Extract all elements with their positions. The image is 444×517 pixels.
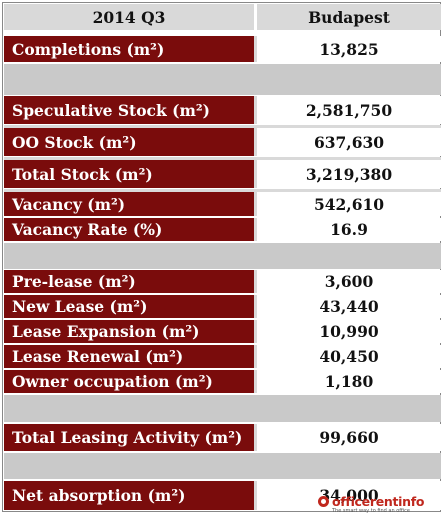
row-value: 16.9 bbox=[254, 218, 441, 241]
table-row: Owner occupation (m²) 1,180 bbox=[4, 370, 441, 393]
row-label: Owner occupation (m²) bbox=[4, 370, 254, 393]
row-value: 542,610 bbox=[254, 192, 441, 216]
spacer-row bbox=[4, 243, 441, 269]
table-row: Total Leasing Activity (m²) 99,660 bbox=[4, 424, 441, 451]
table-row: Speculative Stock (m²) 2,581,750 bbox=[4, 96, 441, 124]
row-label: Completions (m²) bbox=[4, 36, 254, 62]
row-label: Lease Expansion (m²) bbox=[4, 320, 254, 343]
spacer-row bbox=[4, 64, 441, 95]
row-label: Net absorption (m²) bbox=[4, 481, 254, 510]
row-value: 1,180 bbox=[254, 370, 441, 393]
officerentinfo-watermark: officerentinfo The smart way to find an … bbox=[318, 494, 442, 516]
row-value: 43,440 bbox=[254, 295, 441, 318]
table-row: Completions (m²) 13,825 bbox=[4, 36, 441, 62]
header-period: 2014 Q3 bbox=[4, 4, 254, 30]
row-label: New Lease (m²) bbox=[4, 295, 254, 318]
table-row: Pre-lease (m²) 3,600 bbox=[4, 270, 441, 293]
row-divider bbox=[4, 189, 441, 192]
table-row: Vacancy Rate (%) 16.9 bbox=[4, 218, 441, 241]
table-row: Net absorption (m²) 34,000 bbox=[4, 481, 441, 510]
row-value: 3,600 bbox=[254, 270, 441, 293]
row-divider bbox=[4, 157, 441, 160]
row-label: Speculative Stock (m²) bbox=[4, 96, 254, 124]
table-row: OO Stock (m²) 637,630 bbox=[4, 128, 441, 156]
table-row: Vacancy (m²) 542,610 bbox=[4, 192, 441, 216]
table-header-row: 2014 Q3 Budapest bbox=[4, 4, 441, 30]
row-label: Pre-lease (m²) bbox=[4, 270, 254, 293]
header-city: Budapest bbox=[254, 4, 441, 30]
row-value: 637,630 bbox=[254, 128, 441, 156]
row-value: 99,660 bbox=[254, 424, 441, 451]
spacer-row bbox=[4, 395, 441, 422]
row-value: 3,219,380 bbox=[254, 160, 441, 188]
table-row: Lease Renewal (m²) 40,450 bbox=[4, 345, 441, 368]
row-divider bbox=[4, 125, 441, 128]
row-value: 2,581,750 bbox=[254, 96, 441, 124]
row-value: 34,000 bbox=[254, 481, 441, 510]
table-row: Lease Expansion (m²) 10,990 bbox=[4, 320, 441, 343]
row-label: Lease Renewal (m²) bbox=[4, 345, 254, 368]
officerentinfo-logo-icon bbox=[318, 496, 329, 507]
row-label: Total Stock (m²) bbox=[4, 160, 254, 188]
row-value: 40,450 bbox=[254, 345, 441, 368]
watermark-tagline: The smart way to find an office bbox=[332, 508, 410, 514]
row-label: Vacancy (m²) bbox=[4, 192, 254, 216]
row-value: 13,825 bbox=[254, 36, 441, 62]
watermark-brand: officerentinfo bbox=[332, 494, 425, 509]
row-value: 10,990 bbox=[254, 320, 441, 343]
row-label: OO Stock (m²) bbox=[4, 128, 254, 156]
spacer-row bbox=[4, 453, 441, 479]
table-row: New Lease (m²) 43,440 bbox=[4, 295, 441, 318]
row-label: Vacancy Rate (%) bbox=[4, 218, 254, 241]
table-row: Total Stock (m²) 3,219,380 bbox=[4, 160, 441, 188]
row-label: Total Leasing Activity (m²) bbox=[4, 424, 254, 451]
